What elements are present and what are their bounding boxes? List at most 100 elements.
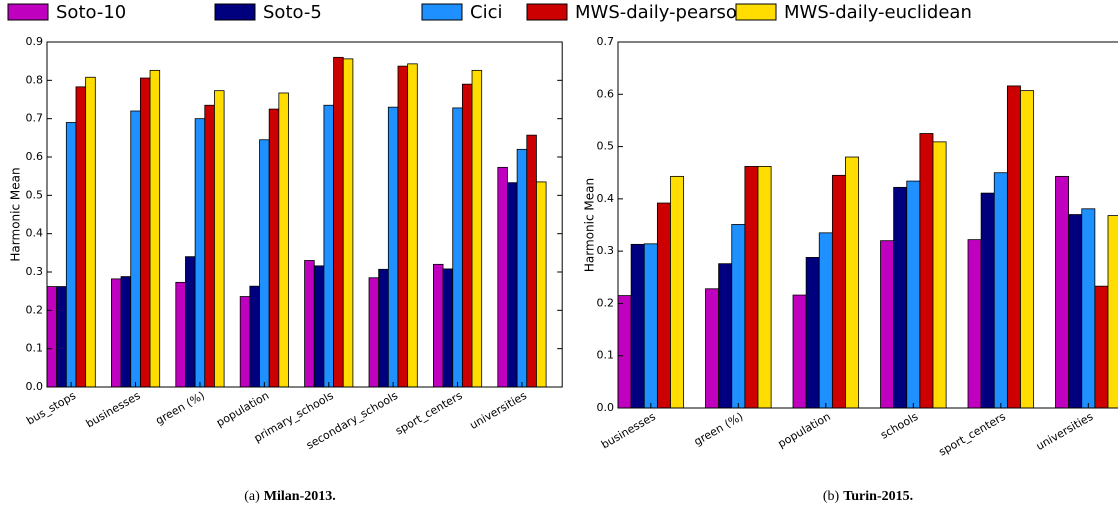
bar bbox=[442, 268, 454, 388]
bar bbox=[1055, 175, 1070, 409]
bar bbox=[967, 239, 982, 409]
x-tick-label: universities bbox=[1034, 410, 1096, 453]
y-tick-label: 0.0 bbox=[26, 380, 44, 393]
bar bbox=[757, 166, 772, 409]
bar bbox=[149, 69, 161, 388]
plot-frame bbox=[617, 41, 1118, 409]
x-tick-label: green (%) bbox=[153, 389, 207, 427]
x-tick-label: green (%) bbox=[692, 410, 746, 448]
bar bbox=[56, 286, 67, 388]
bar bbox=[471, 69, 483, 388]
bar bbox=[46, 286, 58, 388]
bar bbox=[526, 134, 537, 388]
bar bbox=[980, 192, 995, 409]
bar bbox=[906, 180, 921, 409]
legend-label: MWS-daily-euclidean bbox=[784, 2, 972, 23]
bar bbox=[432, 263, 444, 388]
y-axis-label: Harmonic Mean bbox=[9, 167, 23, 261]
x-tick-label: businesses bbox=[599, 410, 658, 452]
y-tick-label: 0.7 bbox=[26, 112, 44, 125]
legend-swatch bbox=[214, 3, 256, 21]
bar bbox=[65, 122, 77, 388]
bar bbox=[368, 277, 380, 388]
bar bbox=[461, 83, 473, 388]
y-axis-label: Harmonic Mean bbox=[583, 178, 597, 272]
y-tick-label: 0.5 bbox=[597, 140, 615, 153]
caption-title: Milan-2013. bbox=[264, 489, 336, 504]
bar bbox=[831, 174, 846, 409]
bar bbox=[313, 265, 325, 388]
caption-label: (b) bbox=[823, 489, 840, 504]
bar bbox=[407, 63, 418, 388]
bar bbox=[845, 156, 860, 409]
bar bbox=[204, 104, 215, 388]
bar bbox=[304, 260, 315, 388]
bar bbox=[194, 118, 206, 388]
bar bbox=[185, 256, 196, 388]
y-tick-label: 0.6 bbox=[26, 150, 44, 163]
bar bbox=[452, 107, 463, 388]
bar bbox=[1068, 214, 1083, 409]
y-tick-label: 0.0 bbox=[597, 401, 615, 414]
bar bbox=[259, 139, 270, 388]
bar bbox=[516, 148, 528, 388]
bar bbox=[278, 92, 289, 388]
bar bbox=[656, 202, 671, 409]
plot-frame bbox=[46, 41, 563, 388]
x-tick-label: schools bbox=[878, 410, 920, 442]
bar bbox=[75, 86, 87, 388]
legend-label: Soto-5 bbox=[263, 2, 322, 23]
bar bbox=[130, 110, 141, 388]
legend-swatch bbox=[735, 3, 777, 21]
bar bbox=[705, 288, 720, 409]
y-tick-label: 0.6 bbox=[597, 87, 615, 100]
y-tick-label: 0.3 bbox=[597, 244, 615, 257]
bar bbox=[1081, 208, 1096, 409]
bar bbox=[1107, 215, 1118, 409]
y-tick-label: 0.5 bbox=[26, 188, 44, 201]
bar bbox=[175, 281, 186, 388]
x-tick-label: sport_centers bbox=[936, 410, 1008, 459]
y-tick-label: 0.9 bbox=[26, 35, 44, 48]
legend-swatch bbox=[7, 3, 49, 21]
legend-swatch bbox=[421, 3, 463, 21]
bar bbox=[536, 181, 547, 388]
bar bbox=[718, 263, 733, 409]
bar bbox=[268, 108, 280, 388]
x-tick-label: population bbox=[776, 410, 833, 451]
bar bbox=[397, 65, 409, 388]
bar bbox=[378, 268, 389, 388]
legend-label: MWS-daily-pearson bbox=[575, 2, 748, 23]
bar bbox=[792, 294, 807, 409]
bar bbox=[919, 133, 934, 409]
caption-title: Turin-2015. bbox=[843, 489, 913, 504]
bar bbox=[497, 166, 508, 388]
bar bbox=[893, 186, 908, 409]
bar bbox=[85, 76, 96, 388]
caption: (b) Turin-2015. bbox=[823, 489, 913, 504]
bar bbox=[932, 141, 947, 409]
x-tick-label: businesses bbox=[84, 389, 143, 431]
x-tick-label: universities bbox=[467, 389, 529, 432]
bar bbox=[818, 232, 833, 409]
x-tick-label: bus_stops bbox=[24, 389, 78, 428]
bar bbox=[249, 285, 260, 388]
legend-label: Cici bbox=[470, 2, 502, 23]
y-tick-label: 0.4 bbox=[26, 227, 44, 240]
bar bbox=[880, 240, 895, 409]
bar bbox=[239, 296, 251, 388]
bar bbox=[139, 77, 151, 388]
bar bbox=[1094, 285, 1109, 409]
y-tick-label: 0.3 bbox=[26, 265, 44, 278]
bar bbox=[744, 166, 759, 409]
bar bbox=[1006, 85, 1021, 409]
legend-swatch bbox=[526, 3, 568, 21]
bar bbox=[387, 106, 399, 388]
bar bbox=[630, 243, 645, 409]
bar bbox=[643, 243, 658, 409]
bar bbox=[333, 56, 344, 388]
y-tick-label: 0.4 bbox=[597, 192, 615, 205]
y-tick-label: 0.2 bbox=[26, 303, 44, 316]
legend-label: Soto-10 bbox=[56, 2, 126, 23]
